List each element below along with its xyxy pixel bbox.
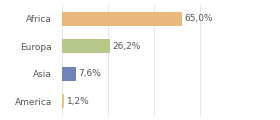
- Text: 1,2%: 1,2%: [67, 97, 89, 106]
- Text: 65,0%: 65,0%: [185, 14, 213, 23]
- Text: 26,2%: 26,2%: [113, 42, 141, 51]
- Text: 7,6%: 7,6%: [78, 69, 101, 78]
- Bar: [62, 67, 76, 81]
- Bar: [62, 39, 110, 53]
- Bar: [62, 12, 182, 26]
- Bar: [62, 94, 64, 108]
